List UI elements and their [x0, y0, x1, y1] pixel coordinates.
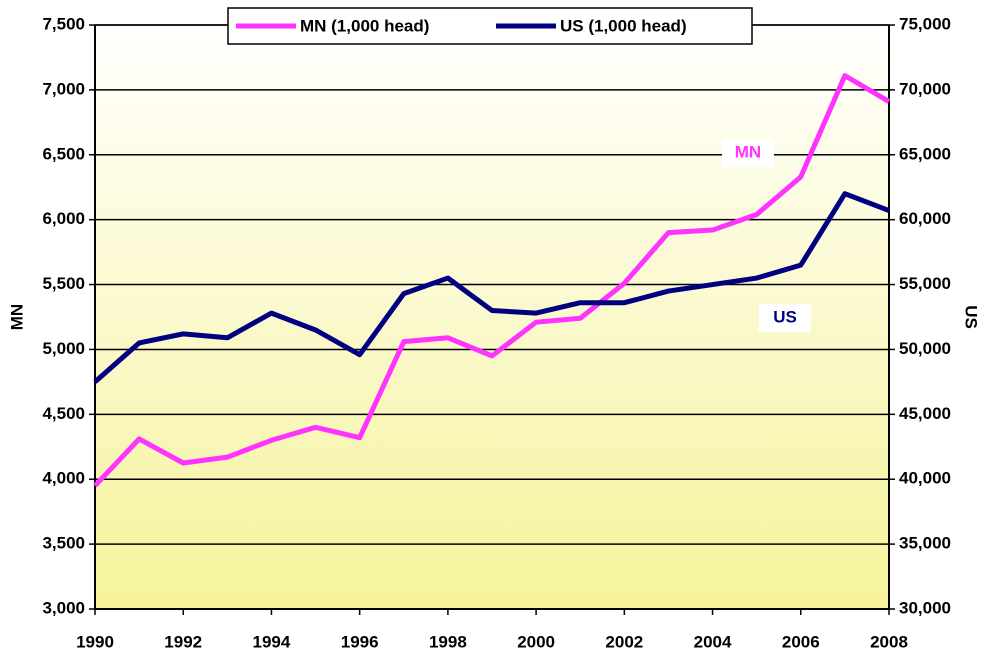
y-tick-label: 5,000	[42, 339, 85, 358]
y-tick-label: 6,500	[42, 144, 85, 163]
y-tick-label: 7,000	[42, 79, 85, 98]
y-tick-label: 4,000	[42, 469, 85, 488]
y2-tick-label: 65,000	[899, 144, 951, 163]
legend: MN (1,000 head) US (1,000 head)	[227, 7, 753, 45]
series-line	[93, 191, 890, 384]
y-tick-label: 7,500	[42, 14, 85, 33]
annotation: MN	[735, 142, 761, 161]
legend-box	[227, 7, 753, 45]
y-tick-label: 3,000	[42, 598, 85, 617]
annotation: US	[773, 307, 797, 326]
series-line	[93, 73, 891, 488]
x-tick-label: 1996	[341, 632, 379, 651]
y2-tick-label: 45,000	[899, 404, 951, 423]
y2-tick-label: 70,000	[899, 79, 951, 98]
y-tick-label: 3,500	[42, 534, 85, 553]
y-tick-label: 5,500	[42, 274, 85, 293]
y2-tick-label: 55,000	[899, 274, 951, 293]
x-tick-label: 2004	[694, 632, 732, 651]
x-tick-label: 2006	[782, 632, 820, 651]
plot-area	[95, 25, 889, 609]
y2-tick-label: 75,000	[899, 14, 951, 33]
y2-tick-label: 60,000	[899, 209, 951, 228]
x-tick-label: 1992	[164, 632, 202, 651]
y-tick-label: 6,000	[42, 209, 85, 228]
y2-tick-label: 50,000	[899, 339, 951, 358]
y2-tick-label: 40,000	[899, 469, 951, 488]
y2-tick-label: 30,000	[899, 598, 951, 617]
y-tick-label: 4,500	[42, 404, 85, 423]
y2-tick-label: 35,000	[899, 534, 951, 553]
legend-label: US (1,000 head)	[560, 16, 687, 35]
y2-axis-label: US	[962, 305, 981, 329]
x-tick-label: 2008	[870, 632, 908, 651]
y-axis-label: MN	[7, 304, 26, 330]
annotation-bg	[722, 139, 774, 167]
x-tick-label: 2000	[517, 632, 555, 651]
x-tick-label: 1990	[76, 632, 114, 651]
legend-label: MN (1,000 head)	[300, 16, 429, 35]
annotation-bg	[759, 304, 811, 332]
x-tick-label: 1994	[253, 632, 291, 651]
x-tick-label: 2002	[605, 632, 643, 651]
x-tick-label: 1998	[429, 632, 467, 651]
